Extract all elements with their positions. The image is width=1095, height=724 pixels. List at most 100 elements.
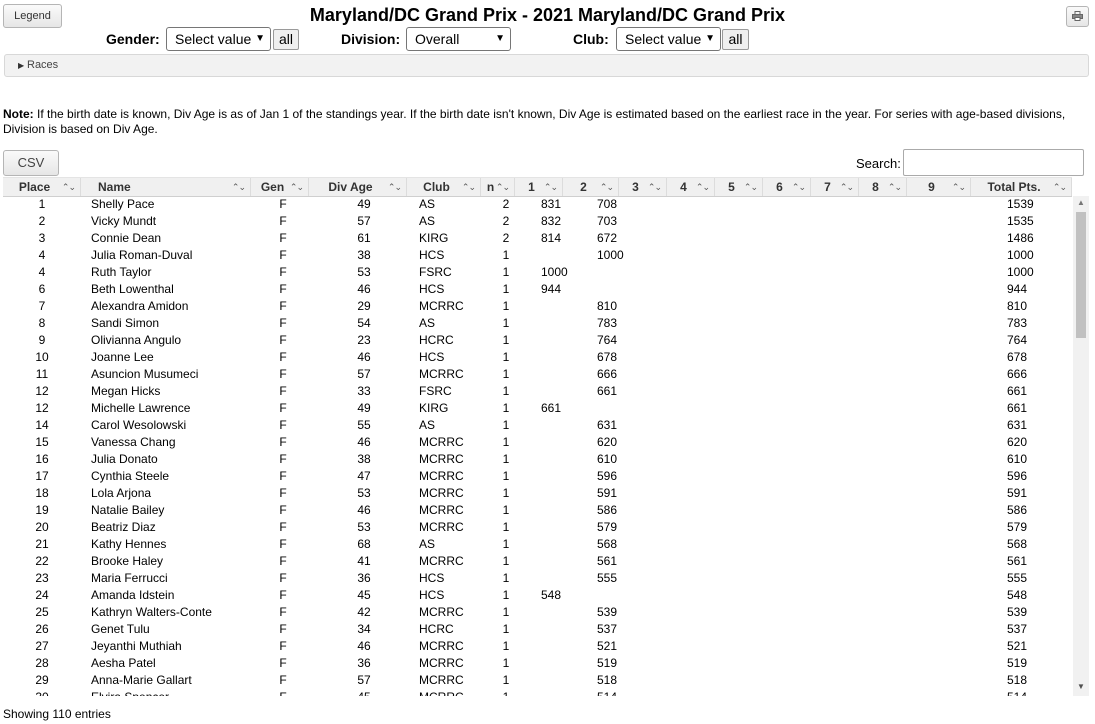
table-row[interactable]: 24 Amanda Idstein F 45 HCS 1 548 548 [3,587,1072,604]
table-cell: MCRRC [419,554,464,568]
table-row[interactable]: 11 Asuncion Musumeci F 57 MCRRC 1 666 666 [3,366,1072,383]
column-header-14[interactable]: 9 ⌃⌄ [907,178,971,196]
table-cell: 610 [597,452,618,466]
table-scrollbar[interactable]: ▲ ▼ [1073,196,1089,696]
table-cell: Kathryn Walters-Conte [91,605,212,619]
table-cell: 620 [1007,435,1028,449]
table-cell: 53 [357,486,371,500]
table-cell: 586 [597,503,618,517]
table-cell: 568 [1007,537,1028,551]
column-header-label: 2 [580,180,587,194]
column-header-3[interactable]: Div Age ⌃⌄ [309,178,407,196]
table-row[interactable]: 8 Sandi Simon F 54 AS 1 783 783 [3,315,1072,332]
table-cell: 2 [38,214,46,228]
division-select[interactable]: Overall ▼ [406,27,511,51]
table-cell: 41 [357,554,371,568]
column-header-9[interactable]: 4 ⌃⌄ [667,178,715,196]
column-header-2[interactable]: Gen ⌃⌄ [251,178,309,196]
scroll-thumb[interactable] [1076,212,1086,338]
table-row[interactable]: 10 Joanne Lee F 46 HCS 1 678 678 [3,349,1072,366]
table-row[interactable]: 23 Maria Ferrucci F 36 HCS 1 555 555 [3,570,1072,587]
table-cell: 49 [357,197,371,211]
table-cell: F [279,333,287,347]
table-cell: 596 [597,469,618,483]
table-cell: 1486 [1007,231,1034,245]
table-row[interactable]: 20 Beatriz Diaz F 53 MCRRC 1 579 579 [3,519,1072,536]
table-row[interactable]: 25 Kathryn Walters-Conte F 42 MCRRC 1 539 539 [3,604,1072,621]
table-row[interactable]: 28 Aesha Patel F 36 MCRRC 1 519 519 [3,655,1072,672]
gender-select[interactable]: Select value ▼ [166,27,271,51]
column-header-12[interactable]: 7 ⌃⌄ [811,178,859,196]
print-button[interactable] [1066,6,1089,27]
column-header-10[interactable]: 5 ⌃⌄ [715,178,763,196]
table-cell: 47 [357,469,371,483]
table-cell: 518 [597,673,618,687]
csv-export-button[interactable]: CSV [3,150,59,176]
column-header-label: Club [423,180,450,194]
column-header-5[interactable]: n ⌃⌄ [481,178,515,196]
column-header-13[interactable]: 8 ⌃⌄ [859,178,907,196]
table-row[interactable]: 26 Genet Tulu F 34 HCRC 1 537 537 [3,621,1072,638]
column-header-1[interactable]: Name ⌃⌄ [81,178,251,196]
page-title: Maryland/DC Grand Prix - 2021 Maryland/D… [309,5,786,25]
table-cell: 1 [502,333,510,347]
races-panel[interactable]: ▶ Races [4,54,1089,77]
club-all-button[interactable]: all [722,29,749,50]
table-cell: HCS [419,350,445,364]
table-row[interactable]: 2 Vicky Mundt F 57 AS 2 832 703 1535 [3,213,1072,230]
table-cell: Brooke Haley [91,554,164,568]
table-cell: 38 [357,248,371,262]
column-header-7[interactable]: 2 ⌃⌄ [563,178,619,196]
scroll-down-icon[interactable]: ▼ [1077,682,1085,691]
table-row[interactable]: 3 Connie Dean F 61 KIRG 2 814 672 1486 [3,230,1072,247]
table-row[interactable]: 15 Vanessa Chang F 46 MCRRC 1 620 620 [3,434,1072,451]
table-cell: 579 [597,520,618,534]
table-row[interactable]: 14 Carol Wesolowski F 55 AS 1 631 631 [3,417,1072,434]
table-row[interactable]: 16 Julia Donato F 38 MCRRC 1 610 610 [3,451,1072,468]
table-row[interactable]: 18 Lola Arjona F 53 MCRRC 1 591 591 [3,485,1072,502]
table-cell: 661 [541,401,562,415]
table-cell: 23 [35,571,49,585]
scroll-up-icon[interactable]: ▲ [1077,198,1085,207]
table-row[interactable]: 9 Olivianna Angulo F 23 HCRC 1 764 764 [3,332,1072,349]
table-cell: F [279,299,287,313]
table-cell: 14 [35,418,49,432]
column-header-6[interactable]: 1 ⌃⌄ [515,178,563,196]
table-row[interactable]: 17 Cynthia Steele F 47 MCRRC 1 596 596 [3,468,1072,485]
table-row[interactable]: 29 Anna-Marie Gallart F 57 MCRRC 1 518 518 [3,672,1072,689]
table-cell: Anna-Marie Gallart [91,673,192,687]
search-input[interactable] [903,149,1084,176]
table-cell: MCRRC [419,639,464,653]
table-row[interactable]: 22 Brooke Haley F 41 MCRRC 1 561 561 [3,553,1072,570]
column-header-8[interactable]: 3 ⌃⌄ [619,178,667,196]
club-select[interactable]: Select value ▼ [616,27,721,51]
table-cell: 537 [1007,622,1028,636]
chevron-down-icon: ▼ [255,33,265,44]
table-header: Place ⌃⌄ Name ⌃⌄ Gen ⌃⌄ Div Age ⌃⌄ Club ⌃⌄ n ⌃⌄ 1 ⌃⌄ 2… [3,177,1072,197]
table-row[interactable]: 12 Megan Hicks F 33 FSRC 1 661 661 [3,383,1072,400]
column-header-4[interactable]: Club ⌃⌄ [407,178,481,196]
table-cell: 4 [38,265,46,279]
gender-all-button[interactable]: all [273,29,299,50]
table-row[interactable]: 4 Julia Roman-Duval F 38 HCS 1 1000 1000 [3,247,1072,264]
table-cell: 29 [357,299,371,313]
legend-button[interactable]: Legend [3,4,62,28]
column-header-15[interactable]: Total Pts. ⌃⌄ [971,178,1072,196]
table-cell: 1 [38,197,46,211]
table-cell: 1 [502,452,510,466]
table-cell: F [279,214,287,228]
table-row[interactable]: 1 Shelly Pace F 49 AS 2 831 708 1539 [3,196,1072,213]
table-row[interactable]: 7 Alexandra Amidon F 29 MCRRC 1 810 810 [3,298,1072,315]
column-header-0[interactable]: Place ⌃⌄ [3,178,81,196]
table-row[interactable]: 4 Ruth Taylor F 53 FSRC 1 1000 1000 [3,264,1072,281]
table-cell: 57 [357,214,371,228]
table-cell: 28 [35,656,49,670]
table-row[interactable]: 19 Natalie Bailey F 46 MCRRC 1 586 586 [3,502,1072,519]
column-header-11[interactable]: 6 ⌃⌄ [763,178,811,196]
table-row[interactable]: 30 Elvira Spencer F 45 MCRRC 1 514 514 [3,689,1072,696]
table-row[interactable]: 6 Beth Lowenthal F 46 HCS 1 944 944 [3,281,1072,298]
table-cell: 661 [597,384,618,398]
table-row[interactable]: 21 Kathy Hennes F 68 AS 1 568 568 [3,536,1072,553]
table-row[interactable]: 12 Michelle Lawrence F 49 KIRG 1 661 661 [3,400,1072,417]
table-row[interactable]: 27 Jeyanthi Muthiah F 46 MCRRC 1 521 521 [3,638,1072,655]
